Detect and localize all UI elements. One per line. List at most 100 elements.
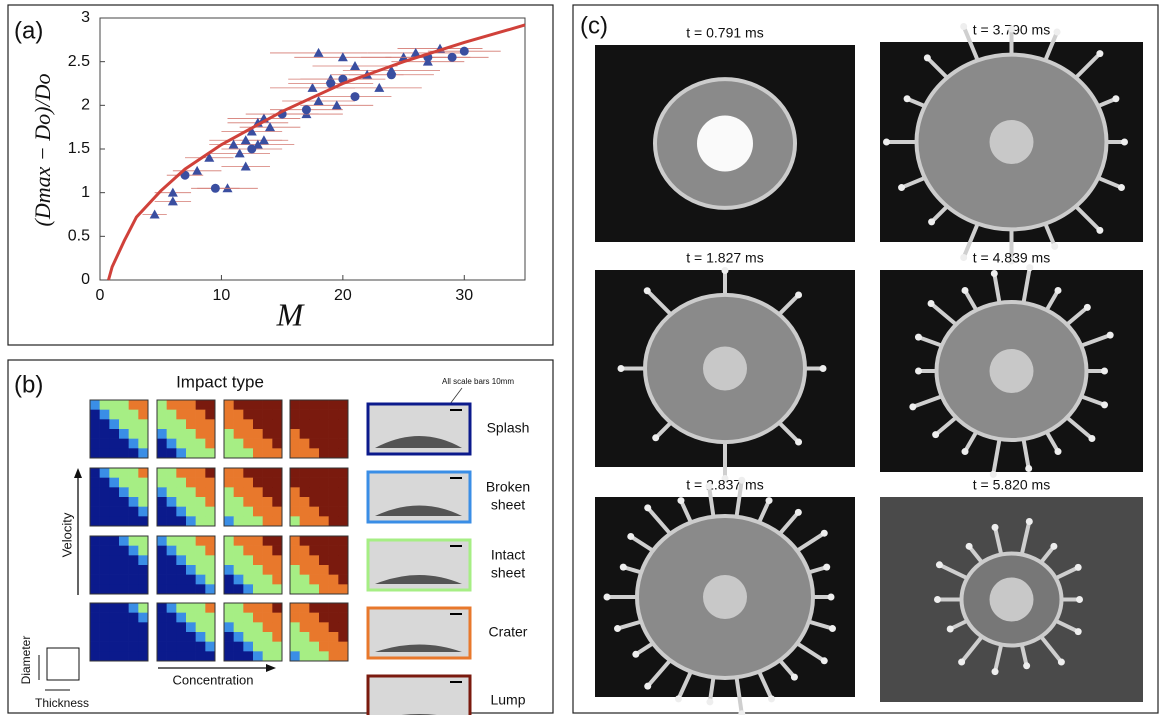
regime-cell [186,400,196,410]
regime-cell [138,400,149,410]
regime-cell [309,438,320,449]
regime-map [289,467,349,527]
regime-cell [224,429,234,439]
regime-cell [90,641,100,652]
circle-point [386,70,396,80]
regime-cell [166,448,177,459]
regime-cell [99,565,110,575]
regime-cell [338,497,349,507]
regime-cell [338,565,349,575]
regime-map [89,467,149,527]
spike-tip [627,532,635,540]
regime-cell [262,632,273,642]
regime-cell [253,506,263,517]
regime-cell [253,409,263,420]
regime-cell [128,477,139,488]
regime-cell [338,612,349,623]
regime-cell [328,641,339,652]
regime-cell [99,487,110,498]
regime-cell [195,632,206,642]
regime-cell [290,574,300,585]
regime-cell [290,468,300,478]
spike-tip [1026,264,1034,272]
regime-cell [186,641,196,652]
regime-cell [224,651,234,662]
regime-cell [186,632,196,642]
regime-cell [233,622,244,633]
regime-cell [99,419,110,430]
regime-cell [176,477,187,488]
regime-cell [328,651,339,662]
regime-cell [205,612,216,623]
regime-cell [99,622,110,633]
regime-cell [233,651,244,662]
regime-cell [272,516,283,527]
regime-cell [166,429,177,439]
regime-cell [119,584,129,595]
regime-cell [157,651,167,662]
regime-cell [90,429,100,439]
regime-cell [138,622,149,633]
regime-cell [290,438,300,449]
regime-cell [233,574,244,585]
regime-cell [262,651,273,662]
regime-cell [253,651,263,662]
regime-cell [338,574,349,585]
spike-tip [1054,448,1062,456]
regime-cell [157,477,167,488]
regime-cell [205,622,216,633]
regime-cell [99,438,110,449]
regime-cell [186,555,196,566]
regime-cell [272,612,283,623]
regime-cell [224,400,234,410]
triangle-point [350,61,360,71]
regime-cell [128,545,139,556]
regime-cell [205,565,216,575]
regime-cell [205,429,216,439]
regime-cell [338,468,349,478]
regime-cell [224,516,234,527]
regime-cell [119,477,129,488]
regime-cell [262,429,273,439]
regime-cell [205,632,216,642]
regime-cell [290,545,300,556]
spike-tip [819,365,827,372]
regime-cell [109,603,120,613]
regime-cell [253,516,263,527]
regime-cell [166,632,177,642]
regime-cell [90,448,100,459]
spike-tip [1025,464,1033,472]
arrowhead [74,468,82,478]
spike-tip [960,253,968,261]
type-label: Lump [490,692,525,708]
regime-cell [299,565,310,575]
regime-cell [272,419,283,430]
regime-cell [99,612,110,623]
regime-cell [128,429,139,439]
arrowhead [266,664,276,672]
regime-cell [290,497,300,507]
regime-cell [195,506,206,517]
regime-cell [338,438,349,449]
regime-cell [205,409,216,420]
spike-tip [991,523,999,531]
regime-cell [262,622,273,633]
regime-cell [319,506,329,517]
spike-tip [883,138,890,146]
regime-cell [272,603,283,613]
regime-cell [253,545,263,556]
triangle-point [258,135,269,145]
spike-tip [614,625,622,633]
x-tick-label: 30 [455,287,473,304]
regime-cell [338,641,349,652]
regime-cell [328,516,339,527]
regime-map [89,535,149,595]
spike-tip [1057,658,1065,666]
regime-cell [290,536,300,546]
regime-cell [253,429,263,439]
regime-cell [109,574,120,585]
regime-cell [338,651,349,662]
regime-cell [119,574,129,585]
regime-cell [157,632,167,642]
regime-cell [233,487,244,498]
